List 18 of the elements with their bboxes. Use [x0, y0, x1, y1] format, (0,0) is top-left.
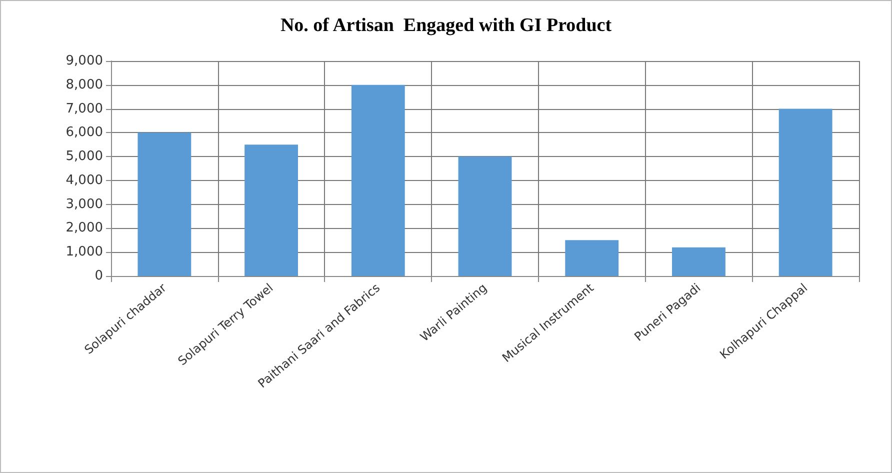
- y-tick-label: 9,000: [66, 54, 103, 68]
- y-tick-label: 4,000: [66, 172, 103, 188]
- y-tick-label: 2,000: [66, 220, 103, 236]
- y-tick-label: 0: [94, 268, 103, 284]
- y-tick-label: 5,000: [66, 149, 103, 164]
- bar: [778, 108, 832, 276]
- y-tick-label: 6,000: [66, 125, 103, 140]
- bar: [565, 240, 619, 276]
- y-tick-label: 3,000: [66, 196, 103, 212]
- bar: [458, 156, 512, 276]
- y-tick-label: 8,000: [66, 77, 103, 92]
- bar: [672, 247, 726, 276]
- chart-title: No. of Artisan Engaged with GI Product: [280, 15, 612, 36]
- y-tick-label: 1,000: [66, 244, 103, 260]
- y-tick-label: 7,000: [66, 101, 103, 116]
- bar: [351, 84, 405, 276]
- bar: [244, 144, 298, 276]
- bar: [138, 132, 192, 276]
